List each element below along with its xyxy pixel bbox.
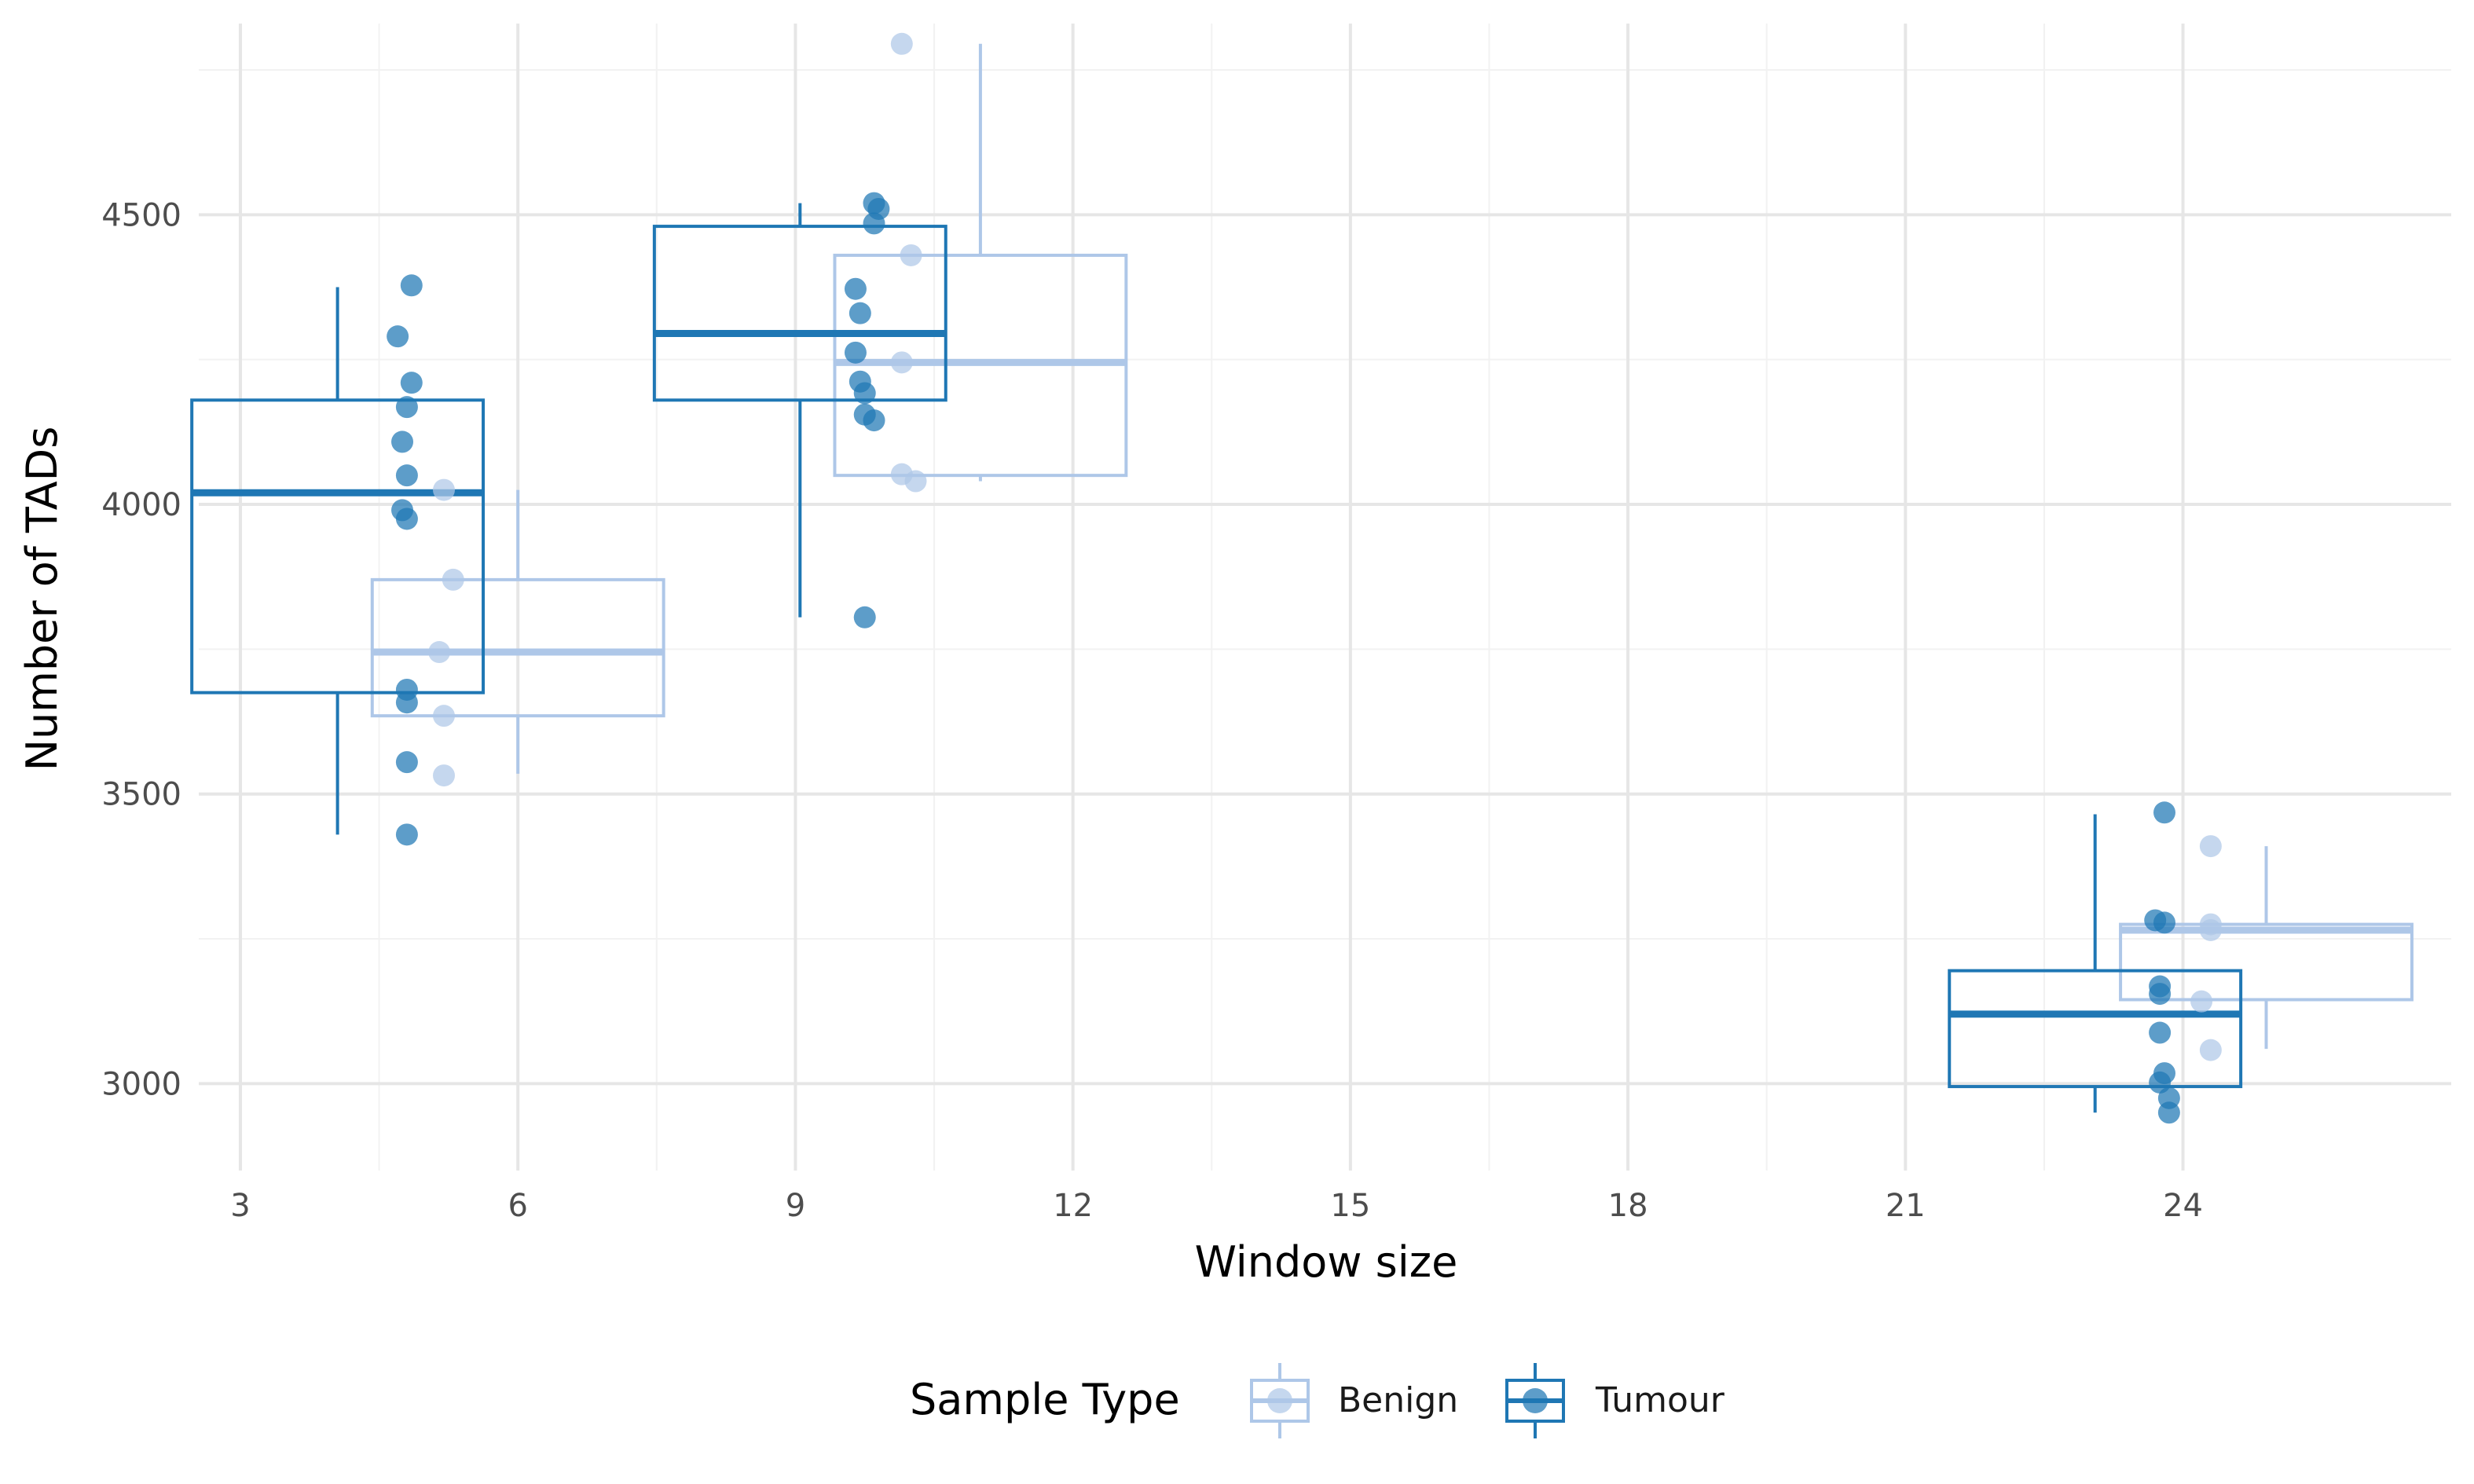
legend-key-point bbox=[1523, 1388, 1548, 1413]
data-point bbox=[2149, 1021, 2172, 1044]
data-point bbox=[395, 507, 418, 530]
data-point bbox=[433, 478, 456, 501]
data-point bbox=[863, 409, 885, 432]
grid bbox=[199, 24, 2451, 1171]
y-tick-label: 4500 bbox=[101, 197, 181, 233]
data-point bbox=[395, 751, 418, 774]
data-point bbox=[387, 325, 409, 348]
data-point bbox=[844, 341, 867, 364]
box bbox=[652, 225, 947, 402]
data-point bbox=[2199, 1039, 2222, 1061]
x-axis-title: Window size bbox=[1195, 1237, 1458, 1287]
x-tick-labels: 3 6 9 12 15 18 21 24 bbox=[230, 1188, 2203, 1224]
data-point bbox=[848, 302, 871, 324]
legend: Sample Type Benign Tumour bbox=[910, 1363, 1725, 1438]
y-tick-label: 3500 bbox=[101, 777, 181, 813]
points bbox=[387, 32, 2222, 1124]
data-point bbox=[428, 641, 451, 664]
data-point bbox=[2149, 983, 2172, 1006]
x-tick-label: 18 bbox=[1608, 1188, 1648, 1224]
x-tick-label: 21 bbox=[1886, 1188, 1926, 1224]
data-point bbox=[400, 274, 423, 297]
data-point bbox=[2157, 1101, 2180, 1124]
legend-title: Sample Type bbox=[910, 1375, 1180, 1424]
data-point bbox=[2153, 801, 2176, 824]
data-point bbox=[2199, 835, 2222, 858]
data-point bbox=[395, 823, 418, 846]
data-point bbox=[900, 244, 922, 266]
legend-keys bbox=[1250, 1363, 1565, 1438]
x-tick-label: 15 bbox=[1330, 1188, 1370, 1224]
data-point bbox=[395, 464, 418, 487]
data-point bbox=[2190, 990, 2213, 1013]
data-point bbox=[853, 606, 876, 628]
data-point bbox=[2199, 918, 2222, 941]
data-point bbox=[2153, 911, 2176, 934]
data-point bbox=[890, 32, 913, 55]
data-point bbox=[400, 372, 423, 394]
legend-label-tumour: Tumour bbox=[1595, 1380, 1725, 1420]
x-tick-label: 3 bbox=[230, 1188, 250, 1224]
legend-key-point bbox=[1267, 1388, 1292, 1413]
data-point bbox=[863, 212, 885, 235]
data-point bbox=[395, 691, 418, 714]
box bbox=[1948, 969, 2243, 1089]
box bbox=[190, 398, 486, 694]
data-point bbox=[433, 764, 456, 787]
data-point bbox=[904, 470, 927, 493]
data-point bbox=[391, 431, 414, 453]
data-point bbox=[844, 277, 867, 300]
y-tick-label: 3000 bbox=[101, 1066, 181, 1102]
box bbox=[2119, 922, 2414, 1002]
data-point bbox=[395, 396, 418, 419]
data-point bbox=[890, 351, 913, 374]
x-tick-label: 12 bbox=[1053, 1188, 1093, 1224]
data-point bbox=[853, 382, 876, 405]
data-point bbox=[433, 705, 456, 727]
x-tick-label: 6 bbox=[508, 1188, 527, 1224]
data-point bbox=[442, 568, 464, 591]
x-tick-label: 24 bbox=[2163, 1188, 2203, 1224]
boxes bbox=[190, 43, 2414, 1113]
y-axis-title: Number of TADs bbox=[17, 427, 67, 771]
y-tick-labels: 3000 3500 4000 4500 bbox=[101, 197, 181, 1102]
y-tick-label: 4000 bbox=[101, 487, 181, 523]
x-tick-label: 9 bbox=[786, 1188, 805, 1224]
legend-label-benign: Benign bbox=[1338, 1380, 1458, 1420]
box bbox=[370, 577, 665, 718]
